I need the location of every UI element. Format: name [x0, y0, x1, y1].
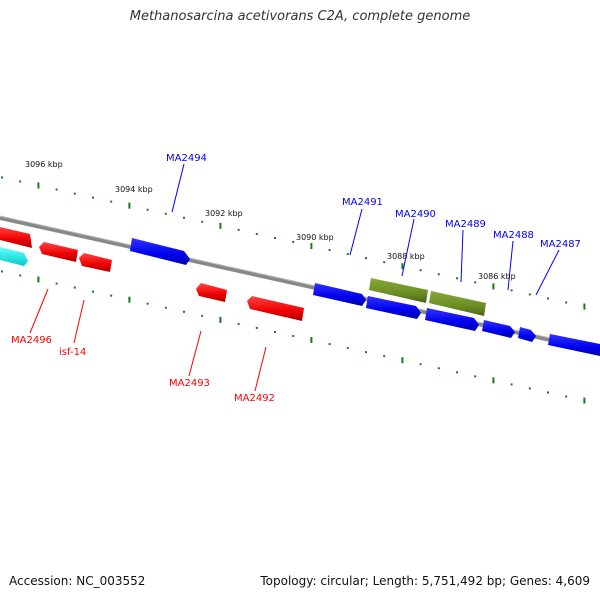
gene-green-2[interactable] — [429, 291, 486, 316]
gene-label-MA2490: MA2490 — [395, 209, 436, 220]
gene-label-MA2487: MA2487 — [540, 239, 581, 250]
forward-leader-lines — [171, 163, 560, 296]
tick-label-3090: 3090 kbp — [296, 233, 334, 242]
tick-label-3092: 3092 kbp — [205, 209, 243, 218]
tick-label-3096: 3096 kbp — [25, 160, 63, 169]
gene-label-MA2496: MA2496 — [11, 335, 52, 346]
gene-cyan-left[interactable] — [0, 247, 28, 266]
gene-MA2488-block[interactable] — [482, 320, 515, 338]
topology-text: Topology: circular; Length: 5,751,492 bp… — [260, 574, 590, 588]
gene-MA2496[interactable] — [39, 242, 78, 262]
accession-text: Accession: NC_003552 — [9, 574, 146, 588]
gene-label-isf-14: isf-14 — [59, 347, 86, 358]
outer-tick-track — [1, 176, 586, 310]
gene-isf-14[interactable] — [79, 253, 112, 272]
tick-label-3086: 3086 kbp — [478, 272, 516, 281]
gene-green-1[interactable] — [369, 278, 428, 303]
gene-MA2491[interactable] — [313, 283, 366, 306]
gene-label-MA2491: MA2491 — [342, 197, 383, 208]
gene-MA2490-block[interactable] — [366, 296, 421, 319]
reverse-leader-lines — [29, 288, 267, 392]
gene-MA2487-small[interactable] — [518, 327, 536, 342]
gene-MA2492[interactable] — [247, 296, 304, 321]
map-title: Methanosarcina acetivorans C2A, complete… — [129, 9, 471, 24]
tick-label-3094: 3094 kbp — [115, 185, 153, 194]
gene-MA2494[interactable] — [130, 238, 190, 265]
gene-label-MA2494: MA2494 — [166, 153, 207, 164]
gene-label-MA2489: MA2489 — [445, 219, 486, 230]
inner-tick-track — [1, 270, 586, 404]
gene-MA2493[interactable] — [196, 283, 227, 302]
gene-red-left[interactable] — [0, 227, 32, 248]
gene-MA2489-block[interactable] — [425, 308, 479, 331]
gene-forward-edge[interactable] — [548, 334, 600, 356]
gene-label-MA2492: MA2492 — [234, 393, 275, 404]
gene-label-MA2488: MA2488 — [493, 230, 534, 241]
gene-label-MA2493: MA2493 — [169, 378, 210, 389]
